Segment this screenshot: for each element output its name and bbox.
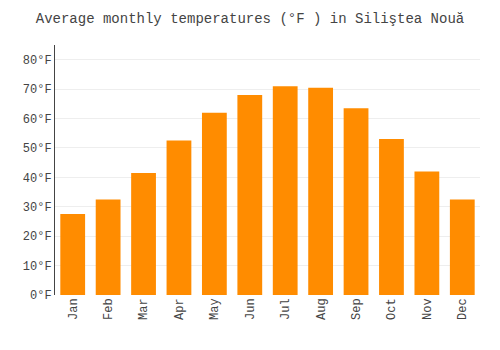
svg-text:Apr: Apr [173,298,187,320]
svg-text:Jun: Jun [244,298,258,320]
svg-text:Feb: Feb [102,298,116,320]
svg-text:Oct: Oct [385,298,399,320]
svg-text:Average monthly temperatures (: Average monthly temperatures (°F ) in Si… [36,11,464,27]
svg-text:0°F: 0°F [30,289,52,303]
svg-text:70°F: 70°F [23,83,52,97]
svg-text:30°F: 30°F [23,201,52,215]
svg-text:20°F: 20°F [23,230,52,244]
svg-text:Jul: Jul [279,298,293,320]
svg-text:Jan: Jan [67,298,81,320]
svg-text:Nov: Nov [421,298,435,320]
svg-text:40°F: 40°F [23,172,52,186]
svg-text:Sep: Sep [350,298,364,320]
svg-text:50°F: 50°F [23,142,52,156]
svg-text:Dec: Dec [456,298,470,320]
svg-text:Aug: Aug [315,298,329,320]
svg-text:80°F: 80°F [23,54,52,68]
svg-text:10°F: 10°F [23,260,52,274]
svg-text:Mar: Mar [137,298,151,320]
svg-text:60°F: 60°F [23,113,52,127]
svg-text:May: May [208,298,222,320]
